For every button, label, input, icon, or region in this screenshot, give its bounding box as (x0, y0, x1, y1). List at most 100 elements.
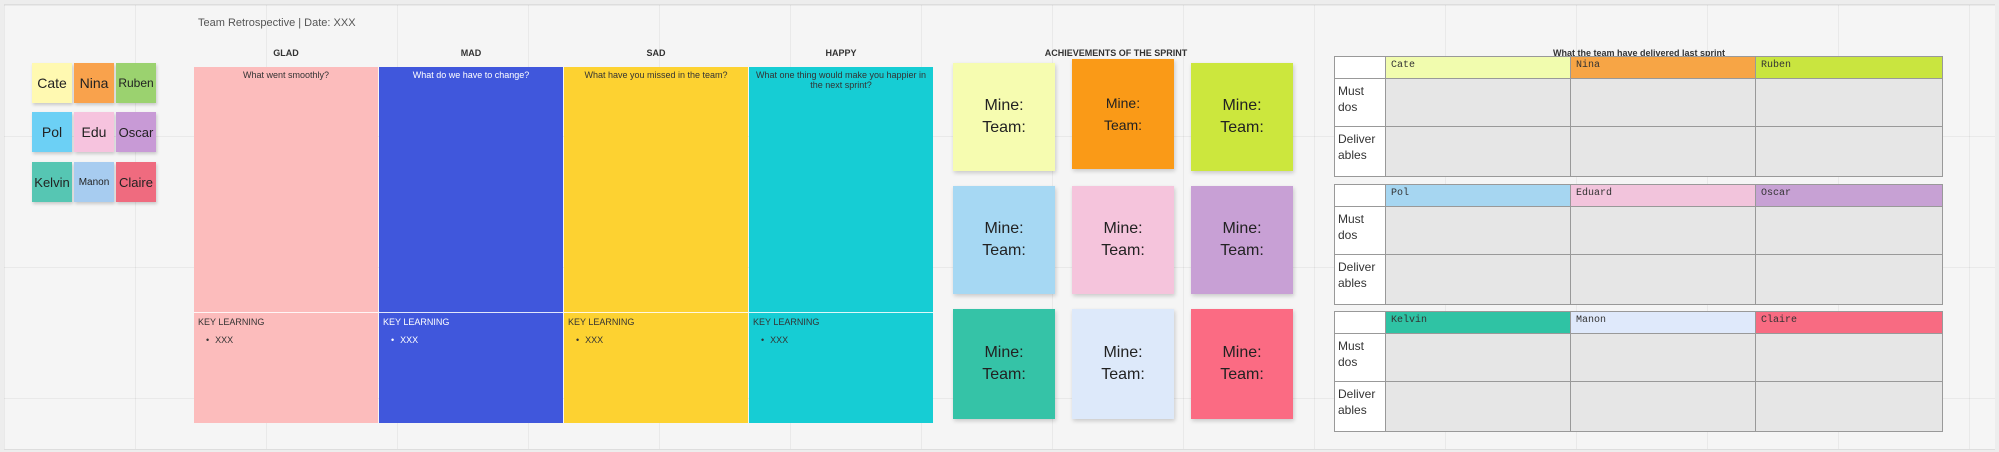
member-sticky[interactable]: Cate (32, 63, 72, 103)
achievement-card[interactable]: Mine: Team: (953, 309, 1055, 419)
glad-column[interactable]: What went smoothly? KEY LEARNING • XXX (194, 67, 378, 423)
table-cell[interactable] (1756, 127, 1942, 176)
key-learning-label: KEY LEARNING (383, 317, 450, 327)
team-label: Team: (1101, 242, 1145, 259)
table-cell[interactable] (1386, 382, 1571, 431)
column-divider (194, 312, 378, 313)
column-prompt: What do we have to change? (412, 70, 530, 80)
key-learning-label: KEY LEARNING (198, 317, 265, 327)
table-cell[interactable] (1571, 127, 1756, 176)
row-label-deliverables: Deliver ables (1335, 382, 1386, 431)
column-divider (379, 312, 563, 313)
column-prompt: What went smoothly? (242, 70, 330, 80)
achievement-card[interactable]: Mine: Team: (1191, 186, 1293, 294)
mine-label: Mine: (1222, 220, 1262, 237)
table-cell[interactable] (1571, 255, 1756, 304)
key-learning-label: KEY LEARNING (753, 317, 820, 327)
mine-label: Mine: (984, 220, 1024, 237)
table-cell[interactable] (1756, 382, 1942, 431)
table-cell[interactable] (1756, 334, 1942, 382)
table-cell[interactable] (1756, 255, 1942, 304)
key-learning-bullet[interactable]: • XXX (391, 335, 419, 345)
sad-column-header: SAD (646, 48, 666, 58)
member-sticky[interactable]: Claire (116, 162, 156, 202)
achievement-card[interactable]: Mine: Team: (953, 63, 1055, 171)
table-cell[interactable] (1386, 127, 1571, 176)
team-label: Team: (1220, 119, 1264, 136)
bullet-text: XXX (770, 335, 789, 345)
key-learning-bullet[interactable]: • XXX (206, 335, 234, 345)
member-sticky[interactable]: Manon (74, 162, 114, 202)
achievement-card[interactable]: Mine: Team: (1072, 309, 1174, 419)
team-label: Team: (1220, 366, 1264, 383)
sad-column[interactable]: What have you missed in the team? KEY LE… (564, 67, 748, 423)
member-sticky[interactable]: Ruben (116, 63, 156, 103)
whiteboard-canvas[interactable]: Team Retrospective | Date: XXX Cate Nina… (4, 4, 1995, 450)
mine-label: Mine: (984, 344, 1024, 361)
member-sticky[interactable]: Edu (74, 112, 114, 152)
delivered-table[interactable]: Pol Eduard Oscar Must dos Deliver ables (1334, 184, 1943, 305)
member-sticky[interactable]: Oscar (116, 112, 156, 152)
mine-label: Mine: (1222, 97, 1262, 114)
mad-column[interactable]: What do we have to change? KEY LEARNING … (379, 67, 563, 423)
table-corner (1335, 312, 1386, 334)
column-divider (749, 312, 933, 313)
table-header-cell: Eduard (1571, 185, 1756, 207)
achievement-card[interactable]: Mine: Team: (1191, 309, 1293, 419)
column-divider (564, 312, 748, 313)
mine-label: Mine: (984, 97, 1024, 114)
table-cell[interactable] (1386, 207, 1571, 255)
team-label: Team: (1101, 366, 1145, 383)
key-learning-bullet[interactable]: • XXX (576, 335, 604, 345)
row-label-must-dos: Must dos (1335, 79, 1386, 127)
happy-column-header: HAPPY (825, 48, 857, 58)
glad-column-header: GLAD (273, 48, 299, 58)
key-learning-bullet[interactable]: • XXX (761, 335, 789, 345)
row-label-must-dos: Must dos (1335, 334, 1386, 382)
team-label: Team: (1103, 117, 1143, 133)
member-sticky[interactable]: Kelvin (32, 162, 72, 202)
key-learning-label: KEY LEARNING (568, 317, 635, 327)
delivered-table[interactable]: Kelvin Manon Claire Must dos Deliver abl… (1334, 311, 1943, 432)
member-sticky[interactable]: Pol (32, 112, 72, 152)
bullet-text: XXX (585, 335, 604, 345)
team-label: Team: (982, 366, 1026, 383)
bullet-text: XXX (215, 335, 234, 345)
row-label-deliverables: Deliver ables (1335, 255, 1386, 304)
table-cell[interactable] (1756, 79, 1942, 127)
table-header-cell: Oscar (1756, 185, 1942, 207)
column-prompt: What one thing would make you happier in… (755, 70, 927, 90)
table-cell[interactable] (1386, 79, 1571, 127)
table-cell[interactable] (1386, 334, 1571, 382)
table-header-cell: Ruben (1756, 57, 1942, 79)
board-title: Team Retrospective | Date: XXX (198, 17, 356, 29)
table-cell[interactable] (1756, 207, 1942, 255)
table-cell[interactable] (1386, 255, 1571, 304)
team-label: Team: (982, 119, 1026, 136)
delivered-header: What the team have delivered last sprint (1552, 48, 1726, 58)
achievement-card[interactable]: Mine: Team: (953, 186, 1055, 294)
table-header-cell: Kelvin (1386, 312, 1571, 334)
achievement-card[interactable]: Mine: Team: (1072, 186, 1174, 294)
table-cell[interactable] (1571, 207, 1756, 255)
member-sticky[interactable]: Nina (74, 63, 114, 103)
table-corner (1335, 185, 1386, 207)
happy-column[interactable]: What one thing would make you happier in… (749, 67, 933, 423)
table-header-cell: Claire (1756, 312, 1942, 334)
team-label: Team: (1220, 242, 1264, 259)
mine-label: Mine: (1103, 344, 1143, 361)
table-cell[interactable] (1571, 334, 1756, 382)
table-cell[interactable] (1571, 382, 1756, 431)
table-header-cell: Nina (1571, 57, 1756, 79)
delivered-table[interactable]: Cate Nina Ruben Must dos Deliver ables (1334, 56, 1943, 177)
mine-label: Mine: (1103, 220, 1143, 237)
achievement-card[interactable]: Mine: Team: (1072, 59, 1174, 169)
team-label: Team: (982, 242, 1026, 259)
achievements-header: ACHIEVEMENTS OF THE SPRINT (1044, 48, 1188, 58)
table-header-cell: Pol (1386, 185, 1571, 207)
mine-label: Mine: (1222, 344, 1262, 361)
table-header-cell: Manon (1571, 312, 1756, 334)
row-label-deliverables: Deliver ables (1335, 127, 1386, 176)
achievement-card[interactable]: Mine: Team: (1191, 63, 1293, 171)
table-cell[interactable] (1571, 79, 1756, 127)
